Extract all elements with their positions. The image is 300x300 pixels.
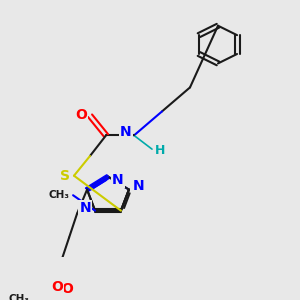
Text: O: O — [61, 282, 73, 296]
Text: CH₃: CH₃ — [49, 190, 70, 200]
Text: CH₃: CH₃ — [9, 294, 30, 300]
Text: N: N — [79, 201, 91, 215]
Text: N: N — [120, 125, 132, 139]
Text: H: H — [155, 144, 165, 157]
Text: O: O — [51, 280, 63, 294]
Text: N: N — [133, 179, 145, 193]
Text: N: N — [112, 173, 124, 187]
Text: O: O — [75, 108, 87, 122]
Text: S: S — [60, 169, 70, 183]
